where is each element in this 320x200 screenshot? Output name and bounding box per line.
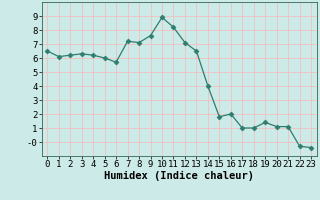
X-axis label: Humidex (Indice chaleur): Humidex (Indice chaleur) xyxy=(104,171,254,181)
